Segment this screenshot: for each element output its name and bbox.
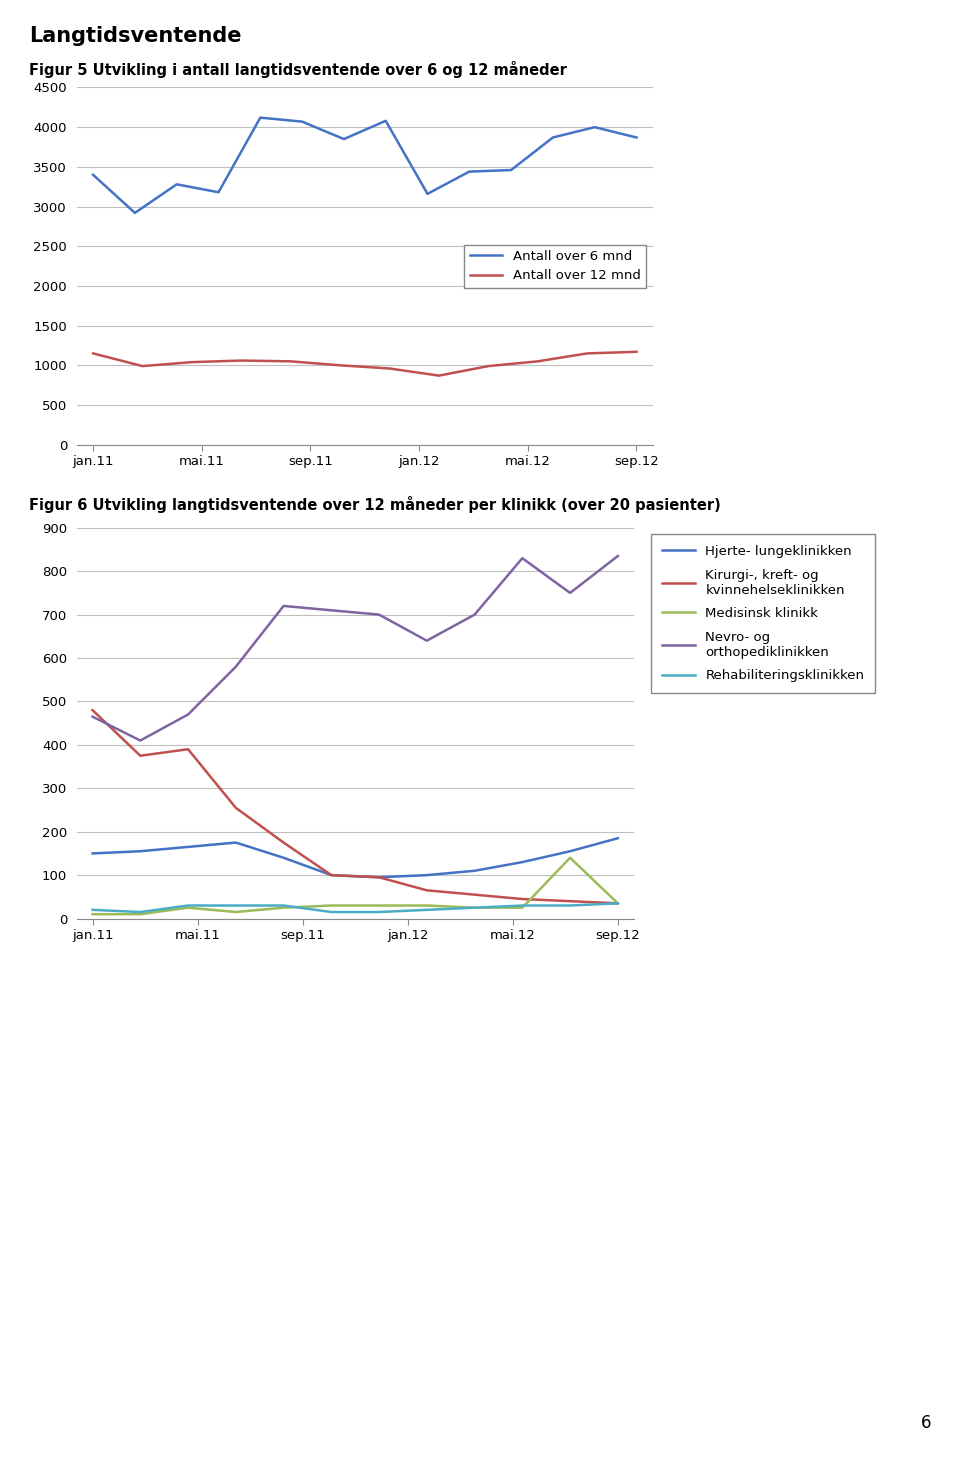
Antall over 12 mnd — [384, 360, 396, 378]
Hjerte- lungeklinikken — [373, 869, 385, 886]
Nevro- og
orthopediklinikken — [325, 602, 337, 620]
Hjerte- lungeklinikken — [468, 862, 480, 879]
Hjerte- lungeklinikken — [564, 843, 576, 860]
Line: Medisinsk klinikk: Medisinsk klinikk — [92, 857, 618, 914]
Antall over 6 mnd — [505, 162, 516, 179]
Rehabiliteringsklinikken — [373, 904, 385, 921]
Line: Kirurgi-, kreft- og
kvinnehelseklinikken: Kirurgi-, kreft- og kvinnehelseklinikken — [92, 710, 618, 904]
Nevro- og
orthopediklinikken — [516, 550, 528, 567]
Medisinsk klinikk — [230, 904, 242, 921]
Kirurgi-, kreft- og
kvinnehelseklinikken — [325, 866, 337, 884]
Hjerte- lungeklinikken — [230, 834, 242, 851]
Kirurgi-, kreft- og
kvinnehelseklinikken — [612, 895, 624, 913]
Antall over 6 mnd — [338, 130, 349, 147]
Nevro- og
orthopediklinikken — [134, 732, 146, 749]
Antall over 6 mnd — [130, 204, 141, 222]
Medisinsk klinikk — [612, 895, 624, 913]
Kirurgi-, kreft- og
kvinnehelseklinikken — [421, 882, 433, 900]
Antall over 6 mnd — [87, 166, 99, 184]
Kirurgi-, kreft- og
kvinnehelseklinikken — [564, 892, 576, 910]
Rehabiliteringsklinikken — [230, 897, 242, 914]
Medisinsk klinikk — [325, 897, 337, 914]
Antall over 12 mnd — [285, 353, 297, 370]
Nevro- og
orthopediklinikken — [277, 598, 289, 615]
Nevro- og
orthopediklinikken — [373, 607, 385, 624]
Antall over 6 mnd — [297, 112, 308, 130]
Kirurgi-, kreft- og
kvinnehelseklinikken — [86, 701, 98, 719]
Medisinsk klinikk — [564, 849, 576, 866]
Antall over 6 mnd — [171, 175, 182, 192]
Antall over 12 mnd — [186, 353, 198, 370]
Antall over 12 mnd — [235, 351, 247, 369]
Legend: Antall over 6 mnd, Antall over 12 mnd: Antall over 6 mnd, Antall over 12 mnd — [465, 245, 646, 287]
Antall over 6 mnd — [464, 163, 475, 181]
Rehabiliteringsklinikken — [516, 897, 528, 914]
Rehabiliteringsklinikken — [86, 901, 98, 919]
Antall over 12 mnd — [433, 367, 444, 385]
Medisinsk klinikk — [516, 900, 528, 917]
Antall over 12 mnd — [483, 357, 494, 375]
Rehabiliteringsklinikken — [134, 904, 146, 921]
Hjerte- lungeklinikken — [516, 853, 528, 870]
Line: Nevro- og
orthopediklinikken: Nevro- og orthopediklinikken — [92, 555, 618, 741]
Hjerte- lungeklinikken — [277, 849, 289, 866]
Antall over 6 mnd — [380, 112, 392, 130]
Kirurgi-, kreft- og
kvinnehelseklinikken — [134, 746, 146, 764]
Medisinsk klinikk — [421, 897, 433, 914]
Kirurgi-, kreft- og
kvinnehelseklinikken — [468, 886, 480, 904]
Nevro- og
orthopediklinikken — [468, 607, 480, 624]
Kirurgi-, kreft- og
kvinnehelseklinikken — [230, 799, 242, 816]
Antall over 6 mnd — [421, 185, 433, 203]
Nevro- og
orthopediklinikken — [230, 658, 242, 675]
Hjerte- lungeklinikken — [134, 843, 146, 860]
Nevro- og
orthopediklinikken — [421, 631, 433, 649]
Text: Figur 5 Utvikling i antall langtidsventende over 6 og 12 måneder: Figur 5 Utvikling i antall langtidsvente… — [29, 61, 566, 79]
Medisinsk klinikk — [86, 905, 98, 923]
Antall over 12 mnd — [582, 344, 593, 362]
Hjerte- lungeklinikken — [86, 844, 98, 862]
Kirurgi-, kreft- og
kvinnehelseklinikken — [182, 741, 194, 758]
Kirurgi-, kreft- og
kvinnehelseklinikken — [373, 869, 385, 886]
Medisinsk klinikk — [277, 900, 289, 917]
Legend: Hjerte- lungeklinikken, Kirurgi-, kreft- og
kvinnehelseklinikken, Medisinsk klin: Hjerte- lungeklinikken, Kirurgi-, kreft-… — [651, 535, 875, 693]
Kirurgi-, kreft- og
kvinnehelseklinikken — [277, 834, 289, 851]
Kirurgi-, kreft- og
kvinnehelseklinikken — [516, 891, 528, 908]
Rehabiliteringsklinikken — [468, 900, 480, 917]
Antall over 12 mnd — [87, 344, 99, 362]
Line: Antall over 12 mnd: Antall over 12 mnd — [93, 351, 636, 376]
Line: Rehabiliteringsklinikken: Rehabiliteringsklinikken — [92, 904, 618, 913]
Text: Figur 6 Utvikling langtidsventende over 12 måneder per klinikk (over 20 pasiente: Figur 6 Utvikling langtidsventende over … — [29, 496, 721, 513]
Antall over 6 mnd — [213, 184, 225, 201]
Antall over 12 mnd — [334, 357, 346, 375]
Medisinsk klinikk — [468, 900, 480, 917]
Hjerte- lungeklinikken — [612, 830, 624, 847]
Line: Hjerte- lungeklinikken: Hjerte- lungeklinikken — [92, 838, 618, 878]
Antall over 6 mnd — [588, 118, 600, 136]
Hjerte- lungeklinikken — [182, 838, 194, 856]
Hjerte- lungeklinikken — [325, 866, 337, 884]
Medisinsk klinikk — [182, 900, 194, 917]
Nevro- og
orthopediklinikken — [612, 547, 624, 564]
Antall over 12 mnd — [631, 343, 642, 360]
Nevro- og
orthopediklinikken — [564, 585, 576, 602]
Medisinsk klinikk — [134, 905, 146, 923]
Antall over 6 mnd — [547, 128, 559, 146]
Text: 6: 6 — [921, 1414, 931, 1432]
Antall over 12 mnd — [136, 357, 148, 375]
Text: Langtidsventende: Langtidsventende — [29, 26, 241, 47]
Rehabiliteringsklinikken — [182, 897, 194, 914]
Rehabiliteringsklinikken — [564, 897, 576, 914]
Rehabiliteringsklinikken — [421, 901, 433, 919]
Rehabiliteringsklinikken — [612, 895, 624, 913]
Antall over 12 mnd — [532, 353, 543, 370]
Nevro- og
orthopediklinikken — [86, 709, 98, 726]
Antall over 6 mnd — [631, 128, 642, 146]
Antall over 6 mnd — [254, 109, 266, 127]
Line: Antall over 6 mnd: Antall over 6 mnd — [93, 118, 636, 213]
Rehabiliteringsklinikken — [277, 897, 289, 914]
Medisinsk klinikk — [373, 897, 385, 914]
Hjerte- lungeklinikken — [421, 866, 433, 884]
Rehabiliteringsklinikken — [325, 904, 337, 921]
Nevro- og
orthopediklinikken — [182, 706, 194, 723]
